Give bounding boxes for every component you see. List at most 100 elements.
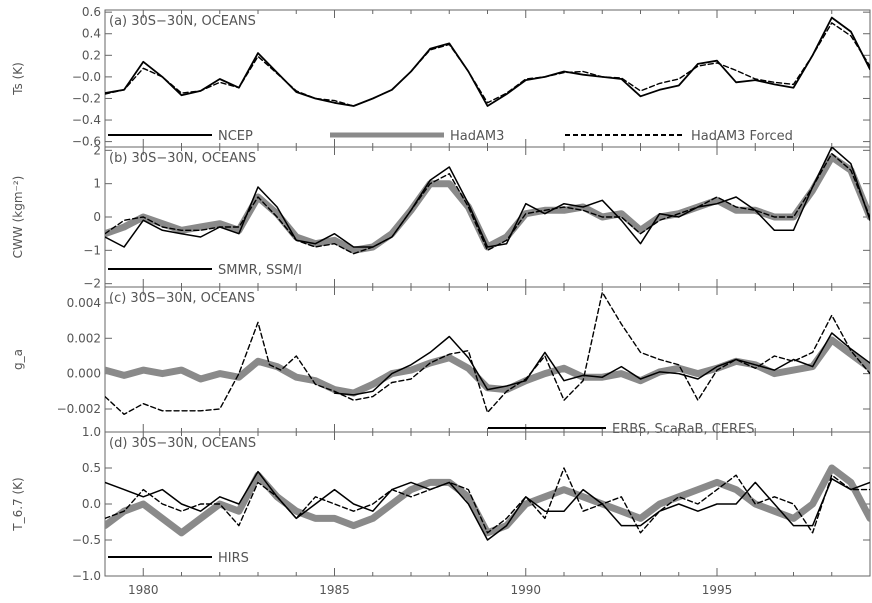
data-point-forced	[831, 22, 832, 23]
data-point-obs	[334, 489, 335, 490]
data-point-hadam3	[583, 496, 584, 497]
y-tick-label-a: −0.2	[72, 91, 101, 105]
data-point-obs	[583, 206, 584, 207]
data-point-hadam3	[181, 370, 182, 371]
data-point-hadam3	[449, 357, 450, 358]
y-tick-label-a: −0.0	[72, 70, 101, 84]
data-point-ncep	[449, 43, 450, 44]
data-point-hadam3	[659, 216, 660, 217]
data-point-forced	[124, 511, 125, 512]
y-tick-label-d: 1.0	[82, 425, 101, 439]
data-point-forced	[181, 511, 182, 512]
y-tick-label-c: 0.004	[67, 296, 101, 310]
data-point-forced	[812, 352, 813, 353]
data-point-obs	[391, 373, 392, 374]
data-point-hadam3	[736, 361, 737, 362]
data-point-forced	[583, 380, 584, 381]
panel-b: −2 −1 0 1 2 CWW (kgm⁻²) (b) 30S−30N, OCEANS SMM…	[11, 143, 871, 291]
data-point-forced	[736, 70, 737, 71]
legend-label-b: SMMR, SSM/I	[218, 263, 302, 278]
data-point-forced	[219, 503, 220, 504]
data-point-obs	[162, 489, 163, 490]
data-point-forced	[563, 467, 564, 468]
data-point-obs	[544, 511, 545, 512]
data-point-ncep	[812, 55, 813, 56]
data-point-obs	[544, 213, 545, 214]
data-point-forced	[334, 100, 335, 101]
data-point-forced	[755, 503, 756, 504]
data-point-hadam3	[296, 236, 297, 237]
data-point-hadam3	[812, 503, 813, 504]
data-point-hadam3	[697, 373, 698, 374]
data-point-hadam3	[506, 389, 507, 390]
data-point-hadam3	[257, 361, 258, 362]
data-point-forced	[640, 90, 641, 91]
data-point-obs	[277, 206, 278, 207]
data-point-obs	[143, 496, 144, 497]
data-point-obs	[678, 216, 679, 217]
data-point-forced	[506, 240, 507, 241]
data-point-hadam3	[372, 384, 373, 385]
data-point-obs	[850, 163, 851, 164]
data-point-hadam3	[621, 373, 622, 374]
data-point-obs	[716, 503, 717, 504]
data-point-hadam3	[334, 389, 335, 390]
data-point-forced	[659, 359, 660, 360]
data-point-forced	[793, 361, 794, 362]
data-point-ncep	[372, 98, 373, 99]
data-point-forced	[124, 220, 125, 221]
data-point-forced	[774, 216, 775, 217]
data-point-obs	[430, 180, 431, 181]
y-tick-label-a: 0.2	[82, 48, 101, 62]
y-axis-label-a: Ts (K)	[11, 62, 25, 96]
data-point-obs	[697, 206, 698, 207]
y-tick-label-c: 0.000	[67, 367, 101, 381]
y-axis-label-d: T_6.7 (K)	[11, 477, 25, 531]
data-point-hadam3	[410, 489, 411, 490]
data-point-obs	[716, 203, 717, 204]
data-point-obs	[602, 377, 603, 378]
data-point-obs	[678, 503, 679, 504]
series-ncep-a	[105, 16, 870, 107]
legend-label-a: HadAM3	[450, 129, 504, 144]
data-point-ncep	[583, 74, 584, 75]
series-obs-d	[105, 470, 870, 541]
data-point-forced	[736, 475, 737, 476]
data-point-ncep	[755, 80, 756, 81]
data-point-ncep	[659, 89, 660, 90]
data-point-forced	[563, 400, 564, 401]
data-point-obs	[449, 336, 450, 337]
data-point-obs	[143, 220, 144, 221]
y-tick-label-d: 0.5	[82, 461, 101, 475]
data-point-hadam3	[200, 378, 201, 379]
data-point-hadam3	[640, 230, 641, 231]
data-point-obs	[410, 364, 411, 365]
data-point-forced	[659, 220, 660, 221]
data-point-forced	[315, 246, 316, 247]
data-point-obs	[296, 240, 297, 241]
data-point-forced	[257, 196, 258, 197]
series-forced-a	[105, 22, 870, 107]
data-point-ncep	[124, 89, 125, 90]
data-point-hadam3	[621, 511, 622, 512]
data-point-hadam3	[831, 156, 832, 157]
data-point-forced	[487, 532, 488, 533]
data-point-hadam3	[812, 190, 813, 191]
data-point-hadam3	[850, 354, 851, 355]
series-forced-b	[105, 152, 870, 255]
data-point-forced	[487, 250, 488, 251]
data-point-obs	[372, 511, 373, 512]
data-point-hadam3	[736, 489, 737, 490]
data-point-hadam3	[353, 393, 354, 394]
data-point-forced	[736, 206, 737, 207]
legend-label-a: HadAM3 Forced	[691, 129, 793, 144]
data-point-hadam3	[621, 213, 622, 214]
data-point-forced	[449, 354, 450, 355]
data-point-forced	[850, 35, 851, 36]
data-point-hadam3	[544, 373, 545, 374]
y-tick-label-d: −0.5	[72, 533, 101, 547]
data-point-ncep	[640, 96, 641, 97]
data-point-hadam3	[506, 236, 507, 237]
data-point-forced	[162, 410, 163, 411]
data-point-forced	[678, 213, 679, 214]
